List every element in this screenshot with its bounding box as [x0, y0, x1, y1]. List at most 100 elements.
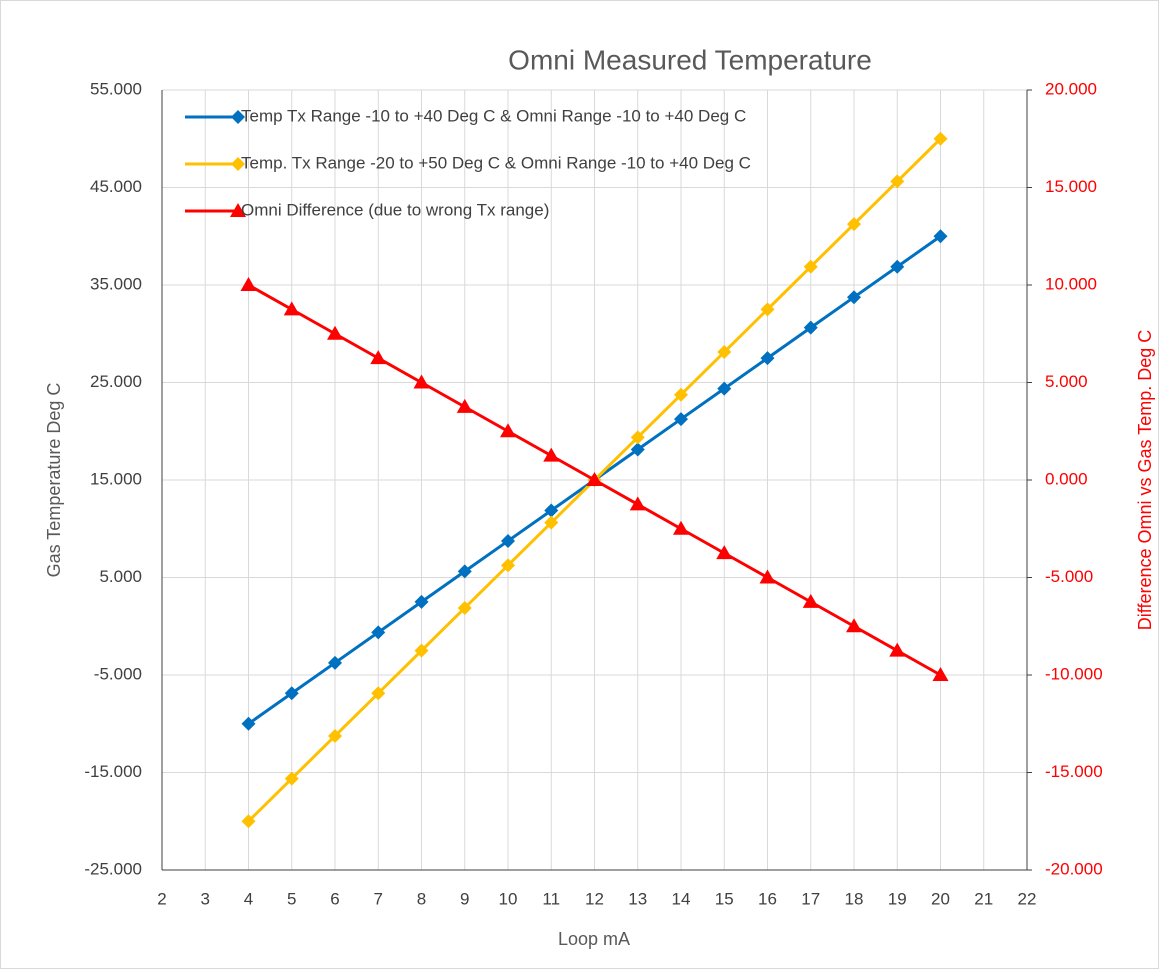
x-tick-label: 5 — [287, 889, 296, 908]
data-point — [328, 728, 342, 743]
y-axis-label: Gas Temperature Deg C — [44, 383, 64, 578]
x-tick-label: 7 — [374, 889, 383, 908]
data-point — [414, 594, 429, 609]
x-tick-label: 21 — [974, 889, 993, 908]
y-tick-label: 25.000 — [90, 372, 142, 391]
y2-tick-label: 5.000 — [1045, 372, 1088, 391]
data-point — [629, 496, 646, 511]
y2-tick-label: 20.000 — [1045, 79, 1097, 98]
x-tick-label: 16 — [758, 889, 777, 908]
data-point — [933, 131, 948, 146]
data-point — [241, 716, 256, 731]
data-point — [933, 229, 948, 244]
y2-tick-label: 0.000 — [1045, 469, 1088, 488]
data-point — [328, 655, 342, 670]
x-tick-label: 8 — [417, 889, 426, 908]
data-point — [501, 558, 515, 573]
data-point — [890, 174, 905, 189]
x-tick-label: 22 — [1018, 889, 1037, 908]
data-point — [500, 423, 516, 438]
chart-title: Omni Measured Temperature — [508, 44, 872, 75]
data-point — [544, 503, 559, 518]
y2-tick-label: 15.000 — [1045, 177, 1097, 196]
x-tick-label: 19 — [888, 889, 907, 908]
data-point — [760, 351, 775, 366]
y-tick-label: -15.000 — [84, 762, 142, 781]
y2-tick-label: -20.000 — [1045, 859, 1103, 878]
data-point — [889, 642, 906, 657]
legend-label: Temp. Tx Range -20 to +50 Deg C & Omni R… — [241, 153, 751, 172]
data-point — [370, 350, 387, 365]
data-point — [802, 593, 819, 608]
y-tick-label: -5.000 — [94, 664, 142, 683]
data-point — [586, 472, 603, 486]
data-point — [630, 442, 645, 457]
data-point — [284, 686, 299, 701]
x-tick-label: 17 — [801, 889, 820, 908]
y-tick-label: 35.000 — [90, 274, 142, 293]
x-tick-label: 15 — [715, 889, 734, 908]
data-point — [241, 814, 256, 829]
y2-tick-label: -5.000 — [1045, 567, 1093, 586]
data-point — [674, 412, 688, 427]
data-point — [674, 387, 688, 402]
data-point — [414, 643, 429, 658]
x-tick-label: 4 — [244, 889, 253, 908]
x-tick-label: 9 — [460, 889, 469, 908]
y-tick-label: 15.000 — [90, 469, 142, 488]
legend-label: Omni Difference (due to wrong Tx range) — [241, 200, 549, 219]
x-tick-label: 6 — [330, 889, 339, 908]
data-point — [759, 569, 776, 584]
data-point — [932, 667, 949, 681]
x-tick-label: 20 — [931, 889, 950, 908]
y2-axis-label: Difference Omni vs Gas Temp. Deg C — [1135, 330, 1155, 630]
data-point — [457, 564, 472, 579]
data-point — [413, 374, 430, 389]
data-point — [890, 259, 905, 274]
y-tick-label: 5.000 — [99, 567, 142, 586]
data-point — [847, 217, 861, 232]
y2-tick-label: 10.000 — [1045, 274, 1097, 293]
x-axis-label: Loop mA — [558, 929, 630, 949]
x-tick-label: 2 — [157, 889, 166, 908]
data-point — [371, 625, 386, 640]
data-point — [803, 320, 818, 335]
data-point — [501, 533, 515, 548]
x-tick-label: 18 — [845, 889, 864, 908]
x-tick-label: 14 — [672, 889, 691, 908]
x-tick-label: 10 — [499, 889, 518, 908]
legend-marker — [230, 203, 246, 217]
y-tick-label: 45.000 — [90, 177, 142, 196]
data-point — [760, 302, 775, 317]
data-point — [240, 277, 257, 291]
x-tick-label: 11 — [542, 889, 560, 908]
data-point — [457, 600, 472, 615]
data-point — [371, 686, 386, 701]
y-tick-label: 55.000 — [90, 79, 142, 98]
legend-marker — [231, 110, 245, 124]
legend-marker — [231, 157, 245, 171]
data-point — [630, 430, 645, 445]
y2-tick-label: -10.000 — [1045, 664, 1103, 683]
data-point — [717, 381, 732, 396]
y2-tick-label: -15.000 — [1045, 762, 1103, 781]
legend-label: Temp Tx Range -10 to +40 Deg C & Omni Ra… — [241, 106, 746, 125]
data-point — [284, 771, 299, 786]
y-tick-label: -25.000 — [84, 859, 142, 878]
data-point — [283, 301, 300, 316]
data-point — [673, 520, 689, 535]
data-point — [544, 515, 559, 530]
x-tick-label: 13 — [628, 889, 647, 908]
data-point — [847, 290, 861, 305]
data-point — [456, 398, 473, 413]
data-point — [846, 618, 862, 633]
data-point — [803, 259, 818, 274]
x-tick-label: 3 — [201, 889, 210, 908]
data-point — [543, 447, 560, 462]
data-point — [327, 325, 343, 340]
data-point — [717, 345, 732, 360]
x-tick-label: 12 — [585, 889, 604, 908]
data-point — [716, 545, 733, 560]
